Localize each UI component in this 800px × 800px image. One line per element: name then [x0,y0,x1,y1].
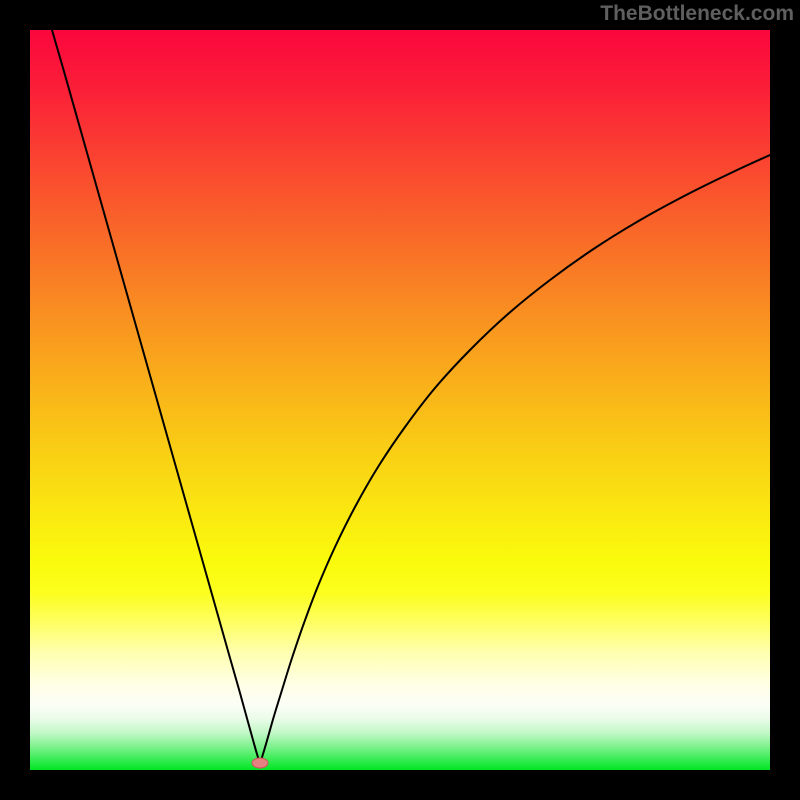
chart-svg [0,0,800,800]
gradient-background [30,30,770,770]
bottleneck-chart: TheBottleneck.com [0,0,800,800]
minimum-marker [252,758,268,768]
watermark-text: TheBottleneck.com [600,2,794,26]
